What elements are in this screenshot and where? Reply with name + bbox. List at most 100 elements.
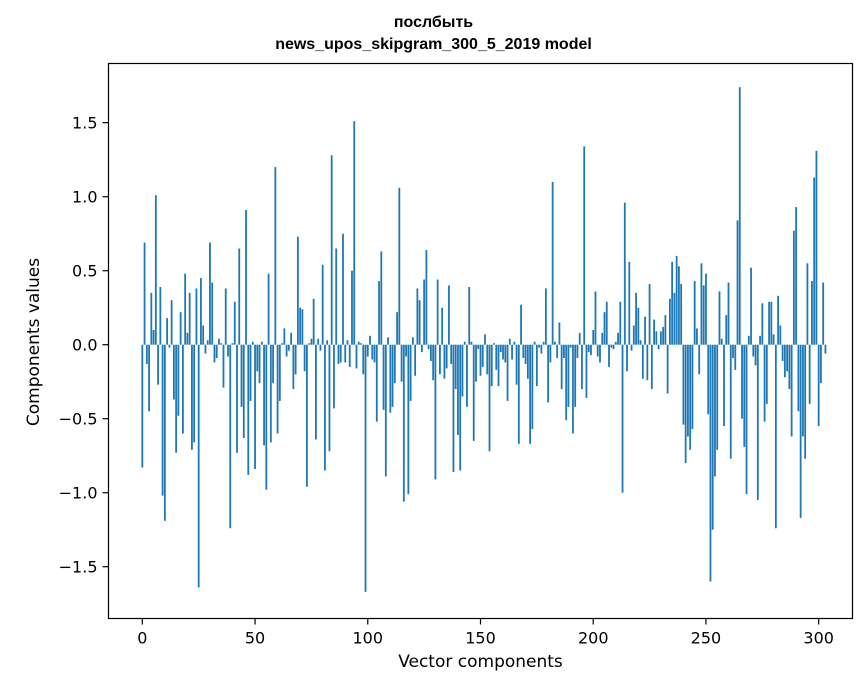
bar bbox=[294, 344, 297, 375]
bar bbox=[222, 344, 225, 388]
bar bbox=[693, 281, 696, 345]
bar bbox=[477, 344, 480, 350]
bar bbox=[420, 344, 423, 353]
bar bbox=[592, 329, 595, 345]
bar bbox=[425, 249, 428, 345]
bar bbox=[441, 307, 444, 345]
bar bbox=[479, 344, 482, 376]
bar bbox=[603, 312, 606, 345]
bar bbox=[549, 344, 552, 363]
bar bbox=[470, 341, 473, 345]
bar bbox=[563, 344, 565, 359]
bar bbox=[299, 307, 302, 345]
bar bbox=[141, 344, 144, 468]
bar bbox=[303, 344, 306, 372]
bar bbox=[526, 344, 529, 379]
bar bbox=[797, 344, 800, 412]
bar bbox=[490, 344, 493, 387]
bar bbox=[450, 344, 453, 364]
bar bbox=[720, 338, 723, 345]
bar bbox=[206, 340, 209, 345]
bar bbox=[344, 344, 347, 363]
bar bbox=[497, 344, 500, 387]
bar bbox=[443, 344, 446, 379]
bar bbox=[752, 344, 755, 357]
bar bbox=[348, 344, 351, 367]
bar bbox=[542, 341, 545, 345]
bar bbox=[353, 121, 356, 345]
bar bbox=[475, 344, 477, 382]
bar bbox=[342, 233, 344, 345]
bar bbox=[513, 341, 516, 345]
bar bbox=[193, 344, 196, 443]
bar bbox=[772, 334, 775, 345]
bar bbox=[409, 344, 412, 401]
bar bbox=[380, 251, 383, 345]
bar bbox=[605, 301, 608, 345]
bar bbox=[763, 344, 766, 422]
bar bbox=[650, 344, 653, 390]
bar bbox=[820, 344, 822, 384]
bar bbox=[215, 344, 218, 359]
bar bbox=[384, 344, 387, 477]
bar bbox=[324, 344, 326, 471]
bar bbox=[414, 344, 417, 376]
bar bbox=[468, 286, 471, 345]
bar bbox=[472, 344, 475, 441]
bar bbox=[576, 344, 579, 359]
bar bbox=[378, 281, 380, 345]
bar bbox=[687, 344, 689, 437]
bar bbox=[172, 344, 175, 400]
bar bbox=[159, 286, 162, 345]
bar bbox=[578, 332, 581, 345]
bar bbox=[229, 344, 232, 529]
bar bbox=[682, 344, 685, 425]
bar bbox=[806, 263, 809, 345]
bar bbox=[218, 338, 220, 345]
bar bbox=[457, 344, 459, 435]
bar bbox=[339, 344, 342, 363]
bar bbox=[711, 344, 714, 530]
bar bbox=[777, 295, 779, 345]
bar bbox=[448, 285, 450, 345]
bars-group bbox=[141, 87, 827, 592]
bar bbox=[504, 344, 507, 363]
y-tick-label: 1.5 bbox=[72, 114, 97, 133]
bar bbox=[587, 344, 590, 353]
bar bbox=[815, 150, 818, 345]
bar bbox=[700, 263, 703, 345]
bar bbox=[391, 344, 394, 407]
bar bbox=[732, 344, 734, 359]
bar bbox=[768, 301, 770, 345]
bar bbox=[734, 344, 737, 370]
bar bbox=[813, 177, 816, 345]
bar bbox=[152, 329, 155, 345]
bar bbox=[705, 273, 707, 345]
bar bbox=[508, 338, 511, 345]
bar bbox=[312, 298, 315, 345]
bar bbox=[290, 332, 293, 345]
bar bbox=[594, 291, 597, 345]
bar bbox=[524, 344, 527, 364]
bar bbox=[317, 338, 320, 345]
x-tick-label: 100 bbox=[352, 629, 383, 648]
bar bbox=[445, 344, 448, 369]
bar bbox=[337, 344, 340, 364]
bar bbox=[143, 242, 146, 345]
bar bbox=[256, 344, 259, 372]
bar bbox=[668, 298, 671, 345]
bar bbox=[195, 288, 198, 345]
bar bbox=[242, 344, 245, 438]
bar bbox=[628, 261, 631, 345]
bar bbox=[585, 344, 588, 398]
bar bbox=[698, 344, 701, 375]
bar bbox=[245, 210, 247, 345]
bar bbox=[466, 344, 468, 407]
bar bbox=[452, 344, 455, 472]
bar bbox=[283, 328, 286, 345]
bar bbox=[540, 344, 543, 354]
bar bbox=[236, 344, 238, 453]
bar bbox=[547, 344, 550, 403]
bar bbox=[197, 344, 200, 588]
bar bbox=[335, 248, 338, 345]
